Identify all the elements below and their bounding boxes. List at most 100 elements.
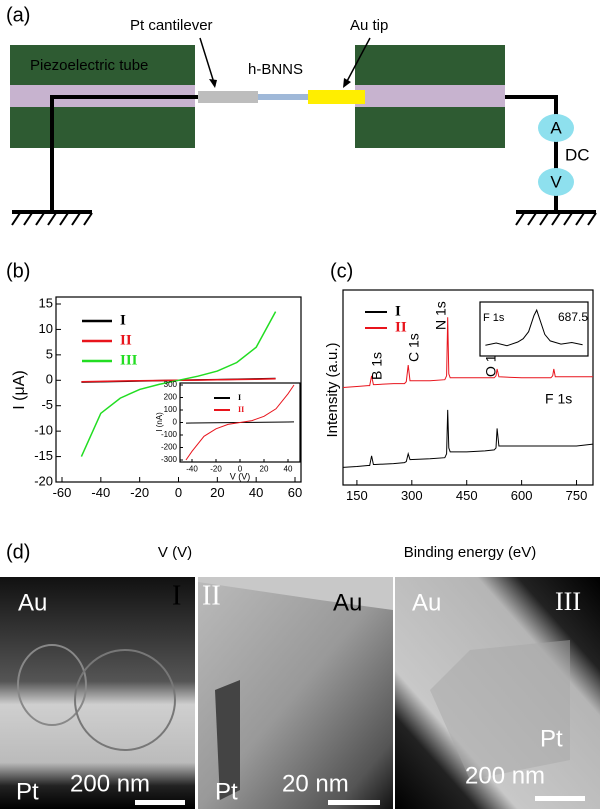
annotation: C 1s [406,333,422,362]
tube-part [355,45,505,85]
series-line [342,409,594,468]
y-axis-label: Intensity (a.u.) [324,342,341,437]
series-line [185,384,295,461]
wire [505,95,558,212]
y-tick-label: -10 [34,423,53,438]
texture [17,644,87,726]
meter [538,114,574,142]
label: Au [333,589,362,616]
legend-label: I [395,303,401,319]
x-tick-label: -20 [130,485,149,500]
y-tick-label: 200 [164,393,178,402]
tube-part [10,45,195,85]
charts: -60 -40 -20 0 20 40 60-20-15-10-5051015IIIIIIV… [11,289,594,561]
cantilever [198,91,258,103]
y-tick-label: -5 [41,397,53,412]
x-tick-label: 0 [175,485,182,500]
tube-part [10,107,195,148]
x-tick-label: 60 [288,485,302,500]
y-axis-label: I (nA) [155,412,164,432]
x-tick-label: 600 [511,488,533,503]
legend-label: I [238,393,241,402]
micrograph [0,577,197,809]
label: 20 nm [282,770,349,797]
panel-label: (a) [6,4,30,26]
label: Au tip [350,17,388,34]
scale-bar [328,800,380,805]
legend-label: II [395,319,407,335]
y-tick-label: 0 [46,372,53,387]
label: Au [412,589,441,616]
label: Pt [540,725,563,752]
tube-core [355,85,505,107]
x-tick-label: 20 [260,464,269,473]
label: III [555,587,581,616]
y-tick-label: -200 [161,443,178,452]
arrow [344,37,371,86]
x-tick-label: -60 [53,485,72,500]
plot-frame [479,301,589,357]
tip [308,90,365,104]
label: V [550,172,562,191]
y-tick-label: -100 [161,430,178,439]
label: A [550,118,562,137]
texture [74,649,176,751]
micrographs: Au I 200 nm Pt II Au Pt 20 nm Au III Pt … [0,577,600,809]
x-tick-label: 0 [238,464,243,473]
x-tick-label: 40 [249,485,263,500]
scale-bar [535,796,585,801]
annotation: N 1s [433,301,449,330]
panel-label: (b) [6,260,30,282]
annotation: 687.5 [558,310,588,324]
series-line [80,311,277,457]
x-axis-label: V (V) [158,544,192,561]
arrow [199,37,216,87]
texture [198,577,393,610]
legend-label: II [238,405,244,414]
x-tick-label: 40 [284,464,293,473]
ground-hatch [11,212,597,226]
annotation: F 1s [483,312,505,324]
arrow-head [343,78,351,88]
label: 200 nm [465,762,545,789]
arrow-head [209,79,217,88]
schematic: Piezoelectric tube Pt cantilever h-BNNS … [10,17,597,226]
x-tick-label: 150 [346,488,368,503]
label: Pt cantilever [130,17,213,34]
y-axis-label: I (μA) [11,370,28,409]
label: h-BNNS [248,61,303,78]
meter [538,168,574,196]
x-tick-label: 450 [456,488,478,503]
annotation: F 1s [545,391,572,407]
y-tick-label: -300 [161,455,178,464]
y-tick-label: 0 [173,418,178,427]
x-tick-label: -40 [91,485,110,500]
panel-label: (c) [330,260,353,282]
series-line [342,317,593,388]
x-tick-label: 750 [566,488,588,503]
y-tick-label: -15 [34,448,53,463]
label: Piezoelectric tube [30,57,148,74]
x-tick-label: -20 [210,464,222,473]
x-tick-label: -40 [186,464,198,473]
x-tick-label: 300 [401,488,423,503]
x-axis-label: V (V) [230,471,251,481]
y-tick-label: 15 [39,295,53,310]
label: Pt [16,778,39,805]
label: II [202,580,221,611]
annotation: B 1s [369,352,385,380]
x-tick-label: 20 [210,485,224,500]
wire [50,95,200,212]
label: Pt [215,778,238,805]
legend-label: I [120,312,126,328]
label: Au [18,589,47,616]
tube-part [355,107,505,148]
label: 200 nm [70,770,150,797]
y-tick-label: 100 [164,405,178,414]
label: DC [565,145,590,164]
legend-label: III [120,352,138,368]
scale-bar [135,800,185,805]
x-axis-label: Binding energy (eV) [404,544,537,561]
y-tick-label: 5 [46,346,53,361]
